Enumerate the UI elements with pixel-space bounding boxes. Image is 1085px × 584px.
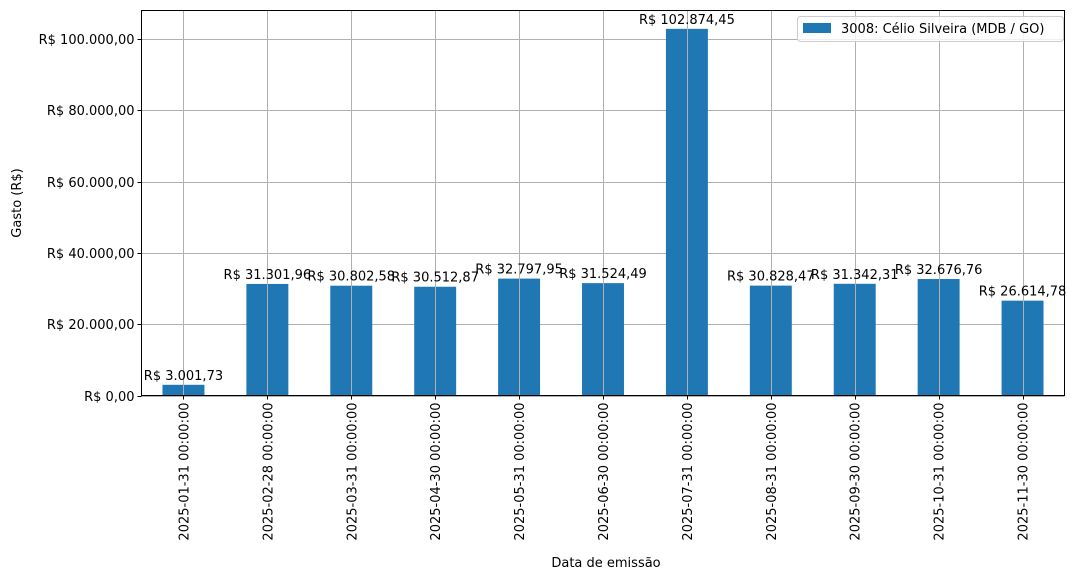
x-tick-label: 2025-09-30 00:00:00 (849, 403, 864, 541)
bar (833, 283, 876, 396)
bar-value-label: R$ 30.802,58 (307, 270, 395, 285)
y-tick-label: R$ 20.000,00 (47, 318, 135, 333)
legend-swatch (803, 23, 831, 33)
x-tick-label: 2025-07-31 00:00:00 (681, 403, 696, 541)
bar-value-label: R$ 31.524,49 (559, 267, 647, 282)
legend-box (797, 16, 1064, 42)
x-tick-label: 2025-03-31 00:00:00 (345, 403, 360, 541)
x-axis: 2025-01-31 00:00:00 2025-02-28 00:00:00 20… (177, 395, 1032, 541)
x-tick-label: 2025-01-31 00:00:00 (177, 403, 192, 541)
y-tick-label: R$ 100.000,00 (39, 33, 135, 48)
bar (917, 279, 960, 396)
data-labels: R$ 3.001,73R$ 31.301,96R$ 30.802,58R$ 30… (144, 13, 1067, 384)
x-tick-label: 2025-04-30 00:00:00 (429, 403, 444, 541)
bar-value-label: R$ 26.614,78 (979, 285, 1067, 300)
bar-value-label: R$ 30.828,47 (727, 270, 815, 285)
y-axis-label: Gasto (R$) (10, 168, 25, 237)
y-tick-label: R$ 80.000,00 (47, 104, 135, 119)
y-tick-label: R$ 40.000,00 (47, 247, 135, 262)
legend-label: 3008: Célio Silveira (MDB / GO) (841, 22, 1044, 37)
bar-value-label: R$ 32.676,76 (895, 263, 983, 278)
bar-value-label: R$ 3.001,73 (144, 369, 223, 384)
bar (749, 285, 792, 396)
bar-value-label: R$ 31.342,31 (811, 268, 899, 283)
bar (665, 28, 708, 396)
vertical-grid (183, 10, 1024, 396)
bar-value-label: R$ 31.301,96 (224, 268, 312, 283)
x-tick-label: 2025-05-31 00:00:00 (513, 403, 528, 541)
y-tick-label: R$ 60.000,00 (47, 176, 135, 191)
y-tick-label: R$ 0,00 (84, 390, 134, 405)
bar-value-label: R$ 30.512,87 (391, 271, 479, 286)
bar-value-label: R$ 32.797,95 (475, 263, 563, 278)
x-tick-label: 2025-02-28 00:00:00 (261, 403, 276, 541)
x-axis-label: Data de emissão (551, 556, 660, 571)
x-tick-label: 2025-11-30 00:00:00 (1017, 403, 1032, 541)
bar-value-label: R$ 102.874,45 (639, 13, 735, 28)
y-axis: R$ 0,00 R$ 20.000,00 R$ 40.000,00 R$ 60.000… (39, 33, 142, 405)
legend: 3008: Célio Silveira (MDB / GO) (797, 16, 1064, 42)
bar (1001, 300, 1044, 396)
x-tick-label: 2025-10-31 00:00:00 (933, 403, 948, 541)
x-tick-label: 2025-08-31 00:00:00 (765, 403, 780, 541)
x-tick-label: 2025-06-30 00:00:00 (597, 403, 612, 541)
